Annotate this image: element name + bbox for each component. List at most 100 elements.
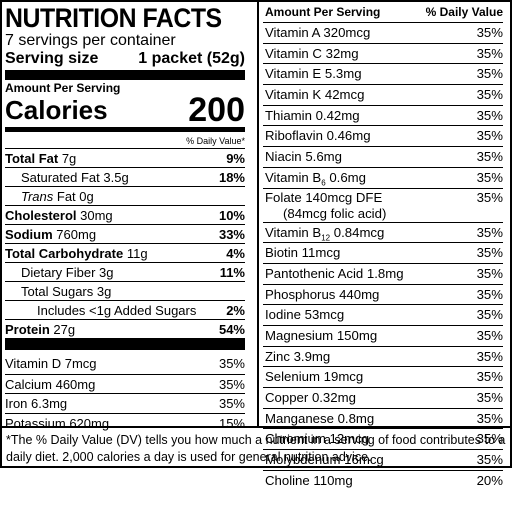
vitamin-row: Vitamin K 42mcg 35% <box>263 84 503 105</box>
label-border <box>0 0 512 468</box>
vitamin-amount-detail: (84mcg folic acid) <box>283 205 387 221</box>
vitamin-row: Magnesium 150mg 35% <box>263 324 503 346</box>
mineral-row-calcium: Calcium 460mg 35% <box>5 373 245 394</box>
vitamin-amount: 11mcg <box>301 245 341 261</box>
vitamin-name: Copper <box>265 390 309 405</box>
vitamin-name: Magnesium <box>265 327 334 343</box>
vitamin-amount: 3.9mg <box>293 348 331 364</box>
vitamin-name: Chromium <box>265 431 326 447</box>
serving-size-value: 1 packet (52g) <box>138 50 245 67</box>
vitamin-amount: 0.84mcg <box>333 224 385 240</box>
servings-per-container: 7 servings per container <box>5 32 176 49</box>
vitamin-row: Selenium 19mcg 35% <box>263 366 503 387</box>
calories-row: Calories 200 <box>5 93 245 127</box>
vitamin-dv: 35% <box>476 286 503 302</box>
left-column: NUTRITION FACTS 7 servings per container… <box>5 2 245 432</box>
vitamin-row: Riboflavin 0.46mg 35% <box>263 125 503 146</box>
vitamin-dv: 35% <box>476 224 503 240</box>
vitamin-row: Vitamin C 32mg 35% <box>263 42 503 64</box>
right-header-amount: Amount Per Serving <box>265 5 381 19</box>
footnote: *The % Daily Value (DV) tells you how mu… <box>6 433 506 464</box>
vitamin-amount: 440mg <box>339 286 380 302</box>
vitamin-name: Choline <box>265 472 310 488</box>
vitamin-name: Zinc <box>265 348 290 364</box>
vitamin-name: Biotin <box>265 245 298 261</box>
vitamin-amount: 53mcg <box>304 307 345 323</box>
vitamin-row: Iodine 53mcg 35% <box>263 304 503 325</box>
vitamin-dv: 35% <box>476 245 503 261</box>
vitamin-dv: 35% <box>476 327 503 343</box>
vitamin-dv: 20% <box>476 472 503 488</box>
nutrient-row-trans-fat: Trans Fat 0g <box>5 186 245 205</box>
divider-thick-bottom <box>5 338 245 350</box>
footer-divider <box>0 426 512 428</box>
vitamin-dv: 35% <box>476 128 503 144</box>
vitamin-subscript: 12 <box>321 233 331 243</box>
nutrient-row-total-sugars: Total Sugars 3g <box>5 281 245 300</box>
mineral-row-potassium: Potassium 620mg 15% <box>5 412 245 433</box>
nutrient-row-saturated-fat: Saturated Fat 3.5g 18% <box>5 167 245 186</box>
divider-thick <box>5 70 245 80</box>
amount-per-serving: Amount Per Serving <box>5 81 121 95</box>
calories-label: Calories <box>5 95 108 125</box>
vitamin-row: Biotin 11mcg 35% <box>263 242 503 263</box>
vitamin-name: Selenium <box>265 369 320 385</box>
vitamin-dv: 35% <box>476 390 503 405</box>
vitamin-name: Riboflavin <box>265 128 323 144</box>
vitamin-name: Iodine <box>265 307 301 323</box>
vitamin-row: Zinc 3.9mg 35% <box>263 345 503 367</box>
vitamin-name: Vitamin A <box>265 25 320 40</box>
vitamin-row: Vitamin B6 0.6mg 35% <box>263 166 503 188</box>
vitamin-name: Thiamin <box>265 107 312 123</box>
vitamin-name: Vitamin B <box>265 169 322 185</box>
vitamin-dv: 35% <box>476 431 503 447</box>
vitamin-row: Thiamin 0.42mg 35% <box>263 104 503 126</box>
nutrient-row-protein: Protein 27g 54% <box>5 319 245 338</box>
vitamin-dv: 35% <box>476 87 503 103</box>
vitamin-name: Niacin <box>265 149 302 165</box>
vitamin-name: Folate <box>265 189 302 205</box>
vitamin-row: Phosphorus 440mg 35% <box>263 283 503 305</box>
vitamin-row: Manganese 0.8mg 35% <box>263 407 503 429</box>
vitamin-dv: 35% <box>476 169 503 185</box>
vitamin-amount: 19mcg <box>323 369 364 385</box>
vitamin-amount: 110mg <box>313 472 353 488</box>
daily-value-header: % Daily Value* <box>186 136 245 146</box>
vitamin-row: Chromium 12mcg 35% <box>263 428 503 449</box>
nutrient-row-total-fat: Total Fat 7g 9% <box>5 148 245 167</box>
vitamin-name: Vitamin C <box>265 45 322 61</box>
vitamin-dv: 35% <box>476 189 503 205</box>
nutrient-row-total-carbohydrate: Total Carbohydrate 11g 4% <box>5 243 245 262</box>
serving-size-label: Serving size <box>5 50 99 67</box>
vitamin-row: Vitamin E 5.3mg 35% <box>263 63 503 84</box>
vitamin-amount: 320mcg <box>323 25 371 40</box>
vitamin-name: Phosphorus <box>265 286 336 302</box>
vitamin-dv: 35% <box>476 107 503 123</box>
vitamin-list: Vitamin A 320mcg 35% Vitamin C 32mg 35% Vita… <box>263 22 503 490</box>
vitamin-dv: 35% <box>476 410 503 426</box>
vitamin-name: Vitamin B <box>265 224 322 240</box>
column-divider <box>257 2 259 426</box>
vitamin-row: Copper 0.32mg 35% <box>263 387 503 408</box>
vitamin-amount: 12mcg <box>329 431 370 447</box>
vitamin-subscript: 6 <box>321 178 326 188</box>
vitamin-name: Vitamin E <box>265 66 322 82</box>
vitamin-name: Pantothenic Acid <box>265 265 364 281</box>
vitamin-dv: 35% <box>476 369 503 385</box>
vitamin-dv: 35% <box>476 452 503 468</box>
vitamin-row: Pantothenic Acid 1.8mg 35% <box>263 262 503 284</box>
right-header-dv: % Daily Value <box>425 5 503 19</box>
vitamin-name: Molybdenum <box>265 452 341 468</box>
mineral-row-vitamin-d: Vitamin D 7mcg 35% <box>5 356 245 371</box>
nutrient-row-dietary-fiber: Dietary Fiber 3g 11% <box>5 262 245 281</box>
nutrition-facts-label: NUTRITION FACTS 7 servings per container… <box>0 0 512 488</box>
label-title: NUTRITION FACTS <box>5 3 222 33</box>
vitamin-amount: 150mg <box>336 327 378 343</box>
vitamin-amount: 16mcg <box>344 452 384 468</box>
vitamin-amount: 140mcg DFE <box>305 189 383 205</box>
vitamin-amount: 42mcg <box>324 87 365 103</box>
vitamin-dv: 35% <box>476 265 503 281</box>
vitamin-row: Choline 110mg 20% <box>263 469 503 491</box>
vitamin-amount: 0.6mg <box>329 169 366 185</box>
vitamin-row: Niacin 5.6mg 35% <box>263 146 503 167</box>
